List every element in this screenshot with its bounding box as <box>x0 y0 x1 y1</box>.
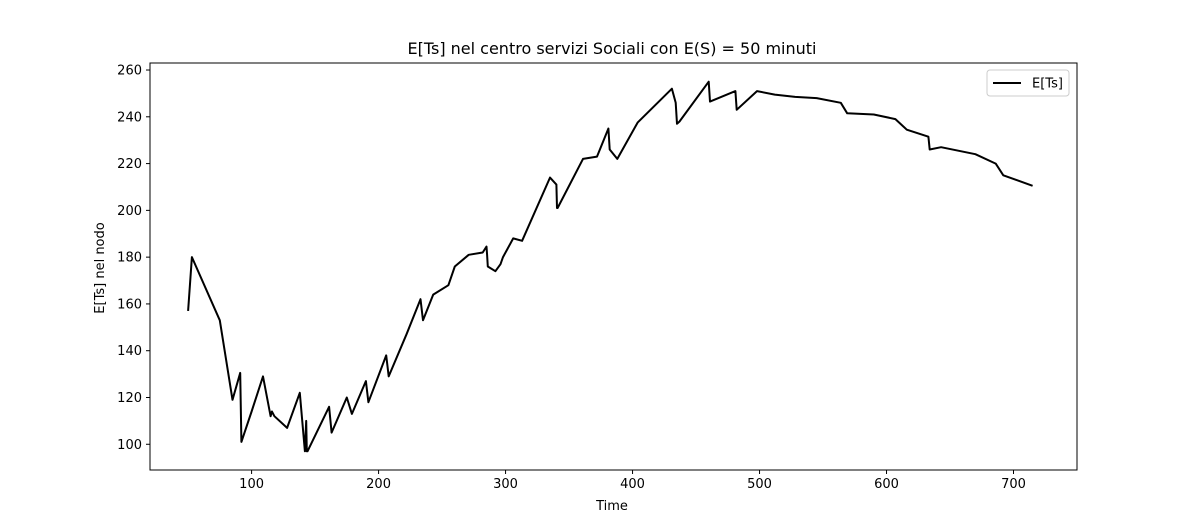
x-tick-label: 600 <box>874 477 899 492</box>
x-tick-label: 500 <box>747 477 772 492</box>
y-tick-label: 120 <box>117 391 142 406</box>
x-tick-label: 700 <box>1001 477 1026 492</box>
x-tick-label: 300 <box>493 477 518 492</box>
legend-box <box>986 69 1070 97</box>
y-tick-label: 100 <box>117 438 142 453</box>
chart-title: E[Ts] nel centro servizi Sociali con E(S… <box>408 39 817 58</box>
y-tick-label: 200 <box>117 204 142 219</box>
x-tick-label: 200 <box>366 477 391 492</box>
y-tick-label: 160 <box>117 297 142 312</box>
y-tick-label: 180 <box>117 251 142 266</box>
y-tick-label: 140 <box>117 344 142 359</box>
series-line-0 <box>187 80 1033 453</box>
legend-label: E[Ts] <box>1032 77 1063 92</box>
plot-frame <box>149 62 1078 471</box>
x-axis: 100 200 300 400 500 600 700 <box>239 470 1026 492</box>
x-tick-label: 100 <box>239 477 264 492</box>
x-axis-label: Time <box>595 499 628 514</box>
y-tick-label: 220 <box>117 157 142 172</box>
x-tick-label: 400 <box>620 477 645 492</box>
y-tick-label: 240 <box>117 110 142 125</box>
y-axis: 100 120 140 160 180 200 220 240 260 <box>117 64 150 453</box>
y-tick-label: 260 <box>117 64 142 79</box>
legend: E[Ts] <box>986 69 1070 97</box>
y-axis-label: E[Ts] nel nodo <box>93 222 108 313</box>
plot-area <box>149 62 1078 471</box>
